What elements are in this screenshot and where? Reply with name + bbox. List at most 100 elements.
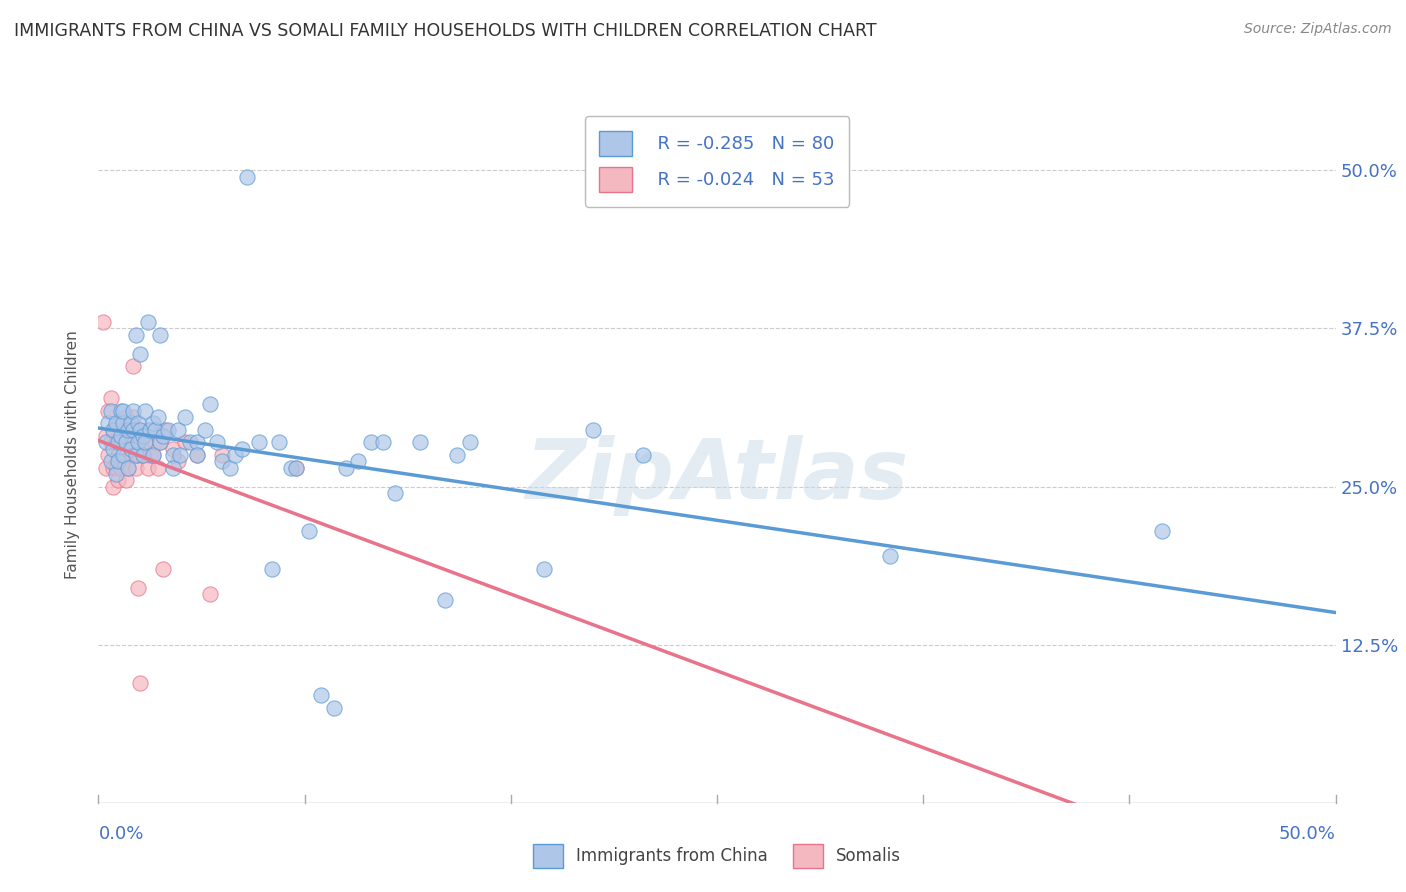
Point (104, 417, 127, 431)
Point (156, 423, 179, 437)
Point (94, 429, 117, 443)
Point (347, 454, 370, 468)
Point (247, 435, 270, 450)
Point (142, 417, 165, 431)
Point (146, 460, 169, 475)
Point (104, 467, 127, 481)
Point (134, 403, 156, 417)
Point (122, 409, 145, 424)
Point (179, 435, 201, 450)
Point (280, 460, 302, 475)
Text: IMMIGRANTS FROM CHINA VS SOMALI FAMILY HOUSEHOLDS WITH CHILDREN CORRELATION CHAR: IMMIGRANTS FROM CHINA VS SOMALI FAMILY H… (14, 22, 877, 40)
Point (162, 448, 184, 462)
Point (129, 347, 152, 361)
Point (124, 327, 146, 342)
Point (631, 448, 654, 462)
Point (879, 549, 901, 563)
Point (110, 403, 132, 417)
Point (112, 417, 135, 431)
Point (139, 448, 162, 462)
Point (110, 429, 132, 443)
Point (152, 429, 174, 443)
Point (107, 448, 129, 462)
Text: Source: ZipAtlas.com: Source: ZipAtlas.com (1244, 22, 1392, 37)
Point (117, 423, 139, 437)
Point (104, 460, 127, 475)
Point (117, 460, 139, 475)
Point (122, 423, 145, 437)
Point (120, 423, 142, 437)
Point (166, 454, 188, 468)
Point (285, 460, 308, 475)
Point (149, 327, 172, 342)
Y-axis label: Family Households with Children: Family Households with Children (65, 331, 80, 579)
Point (122, 435, 145, 450)
Point (186, 448, 208, 462)
Point (114, 409, 136, 424)
Point (124, 460, 146, 475)
Point (198, 587, 221, 601)
Point (127, 581, 149, 595)
Point (110, 460, 132, 475)
Point (267, 435, 290, 450)
Point (93, 315, 115, 329)
Point (446, 448, 468, 462)
Point (285, 460, 308, 475)
Text: ZipAtlas: ZipAtlas (526, 435, 908, 516)
Point (143, 435, 166, 450)
Point (117, 460, 139, 475)
Point (152, 562, 174, 576)
Point (136, 423, 159, 437)
Point (117, 423, 139, 437)
Point (127, 435, 149, 450)
Point (107, 473, 129, 487)
Point (127, 417, 149, 431)
Point (194, 423, 217, 437)
Point (94, 435, 117, 450)
Point (112, 454, 135, 468)
Point (107, 435, 129, 450)
Point (100, 403, 122, 417)
Point (136, 460, 159, 475)
Point (1152, 524, 1174, 538)
Point (198, 397, 221, 411)
Point (132, 448, 155, 462)
Point (186, 448, 208, 462)
Point (124, 448, 146, 462)
Point (139, 423, 162, 437)
Point (142, 448, 165, 462)
Point (124, 423, 146, 437)
Point (104, 435, 127, 450)
Point (134, 435, 156, 450)
Point (335, 460, 357, 475)
Point (309, 688, 332, 702)
Point (94, 460, 117, 475)
Point (114, 435, 136, 450)
Point (97, 417, 120, 431)
Point (211, 448, 233, 462)
Point (433, 593, 456, 607)
Point (132, 429, 155, 443)
Point (114, 435, 136, 450)
Point (100, 391, 122, 405)
Point (231, 442, 253, 456)
Point (129, 423, 152, 437)
Point (143, 423, 166, 437)
Point (149, 435, 172, 450)
Point (122, 359, 145, 374)
Point (236, 169, 259, 184)
Point (162, 460, 184, 475)
Point (211, 454, 233, 468)
Point (186, 435, 208, 450)
Point (174, 409, 197, 424)
Point (122, 403, 145, 417)
Point (149, 435, 172, 450)
Point (103, 442, 125, 456)
Point (120, 442, 142, 456)
Point (110, 435, 132, 450)
Point (103, 423, 125, 437)
Point (174, 435, 197, 450)
Point (132, 448, 155, 462)
Point (120, 448, 142, 462)
Point (114, 473, 136, 487)
